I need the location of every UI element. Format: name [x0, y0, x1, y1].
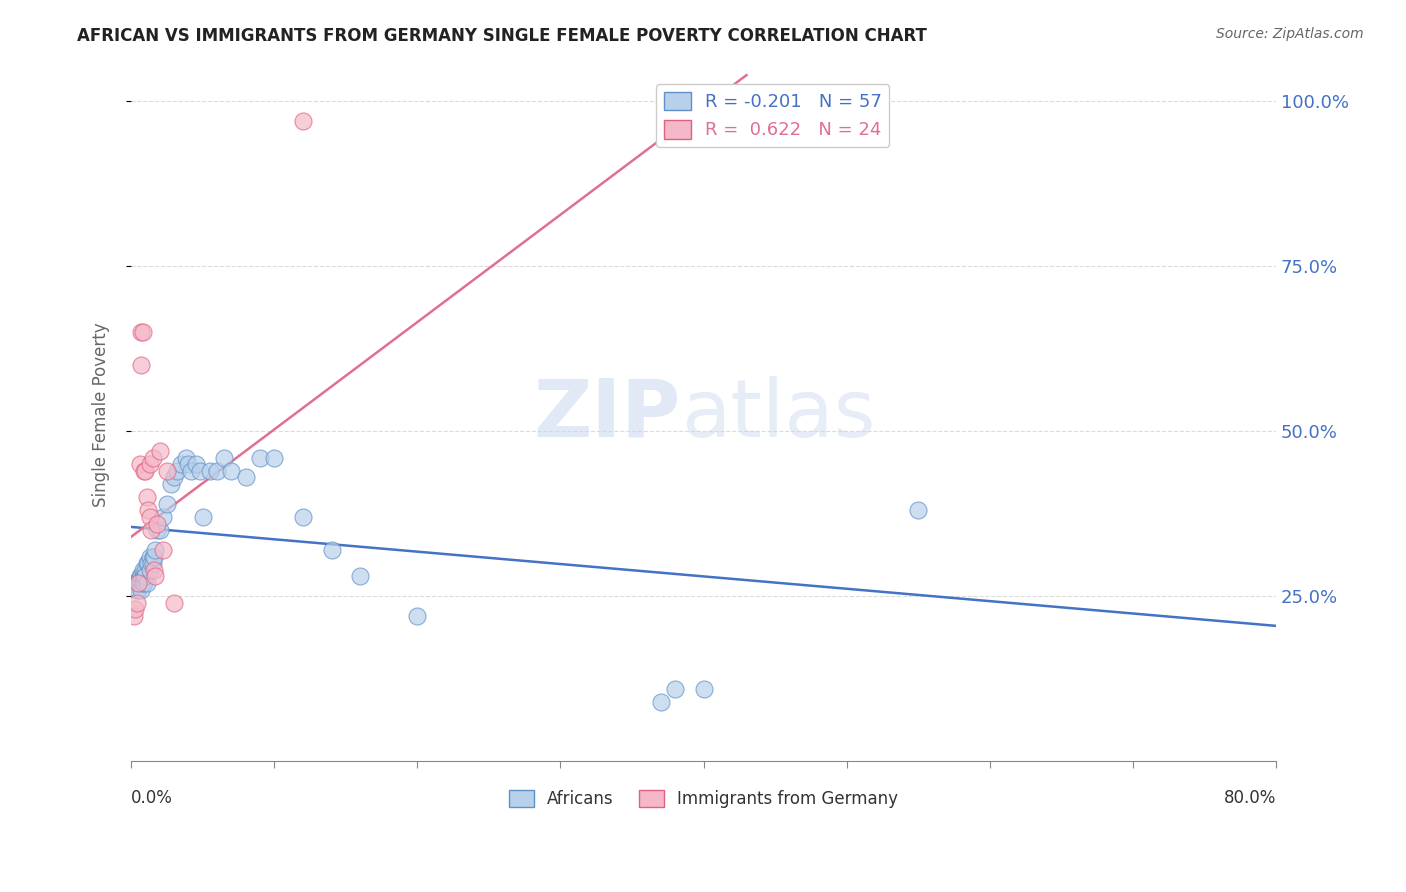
Point — [127, 576, 149, 591]
Point — [174, 450, 197, 465]
Point — [184, 457, 207, 471]
Point — [131, 563, 153, 577]
Point — [139, 563, 162, 577]
Text: 0.0%: 0.0% — [131, 789, 173, 806]
Point — [132, 576, 155, 591]
Point — [152, 543, 174, 558]
Text: AFRICAN VS IMMIGRANTS FROM GERMANY SINGLE FEMALE POVERTY CORRELATION CHART: AFRICAN VS IMMIGRANTS FROM GERMANY SINGL… — [77, 27, 927, 45]
Point — [143, 549, 166, 564]
Text: atlas: atlas — [681, 376, 875, 454]
Point — [132, 464, 155, 478]
Point — [145, 569, 167, 583]
Point — [139, 549, 162, 564]
Point — [907, 503, 929, 517]
Point — [129, 576, 152, 591]
Point — [212, 450, 235, 465]
Point — [138, 556, 160, 570]
Point — [205, 464, 228, 478]
Point — [129, 359, 152, 373]
Point — [128, 569, 150, 583]
Point — [142, 549, 165, 564]
Point — [149, 523, 172, 537]
Point — [135, 490, 157, 504]
Point — [124, 602, 146, 616]
Point — [124, 576, 146, 591]
Point — [188, 464, 211, 478]
Point — [146, 523, 169, 537]
Point — [125, 582, 148, 597]
Point — [141, 556, 163, 570]
Point — [692, 681, 714, 696]
Point — [142, 450, 165, 465]
Point — [146, 516, 169, 531]
Point — [125, 596, 148, 610]
Point — [149, 444, 172, 458]
Point — [166, 464, 188, 478]
Point — [138, 503, 160, 517]
Point — [135, 576, 157, 591]
Point — [177, 457, 200, 471]
Point — [141, 523, 163, 537]
Point — [650, 695, 672, 709]
Legend: Africans, Immigrants from Germany: Africans, Immigrants from Germany — [502, 783, 905, 815]
Point — [135, 556, 157, 570]
Point — [142, 556, 165, 570]
Point — [321, 543, 343, 558]
Point — [131, 569, 153, 583]
Text: 80.0%: 80.0% — [1223, 789, 1277, 806]
Point — [127, 576, 149, 591]
Point — [128, 457, 150, 471]
Y-axis label: Single Female Poverty: Single Female Poverty — [93, 323, 110, 508]
Point — [143, 563, 166, 577]
Point — [134, 563, 156, 577]
Point — [291, 114, 314, 128]
Point — [249, 450, 271, 465]
Point — [160, 477, 183, 491]
Point — [139, 510, 162, 524]
Point — [406, 609, 429, 624]
Point — [170, 457, 193, 471]
Point — [291, 510, 314, 524]
Point — [180, 464, 202, 478]
Point — [129, 582, 152, 597]
Point — [139, 457, 162, 471]
Point — [664, 681, 686, 696]
Point — [125, 576, 148, 591]
Point — [134, 569, 156, 583]
Point — [122, 609, 145, 624]
Point — [129, 326, 152, 340]
Point — [134, 464, 156, 478]
Point — [122, 576, 145, 591]
Point — [145, 543, 167, 558]
Point — [131, 576, 153, 591]
Point — [235, 470, 257, 484]
Point — [129, 569, 152, 583]
Point — [163, 596, 186, 610]
Point — [127, 582, 149, 597]
Point — [349, 569, 371, 583]
Point — [131, 326, 153, 340]
Point — [152, 510, 174, 524]
Point — [198, 464, 221, 478]
Point — [156, 464, 179, 478]
Point — [221, 464, 243, 478]
Point — [128, 576, 150, 591]
Point — [191, 510, 214, 524]
Point — [156, 497, 179, 511]
Point — [132, 569, 155, 583]
Point — [163, 470, 186, 484]
Text: Source: ZipAtlas.com: Source: ZipAtlas.com — [1216, 27, 1364, 41]
Text: ZIP: ZIP — [533, 376, 681, 454]
Point — [263, 450, 285, 465]
